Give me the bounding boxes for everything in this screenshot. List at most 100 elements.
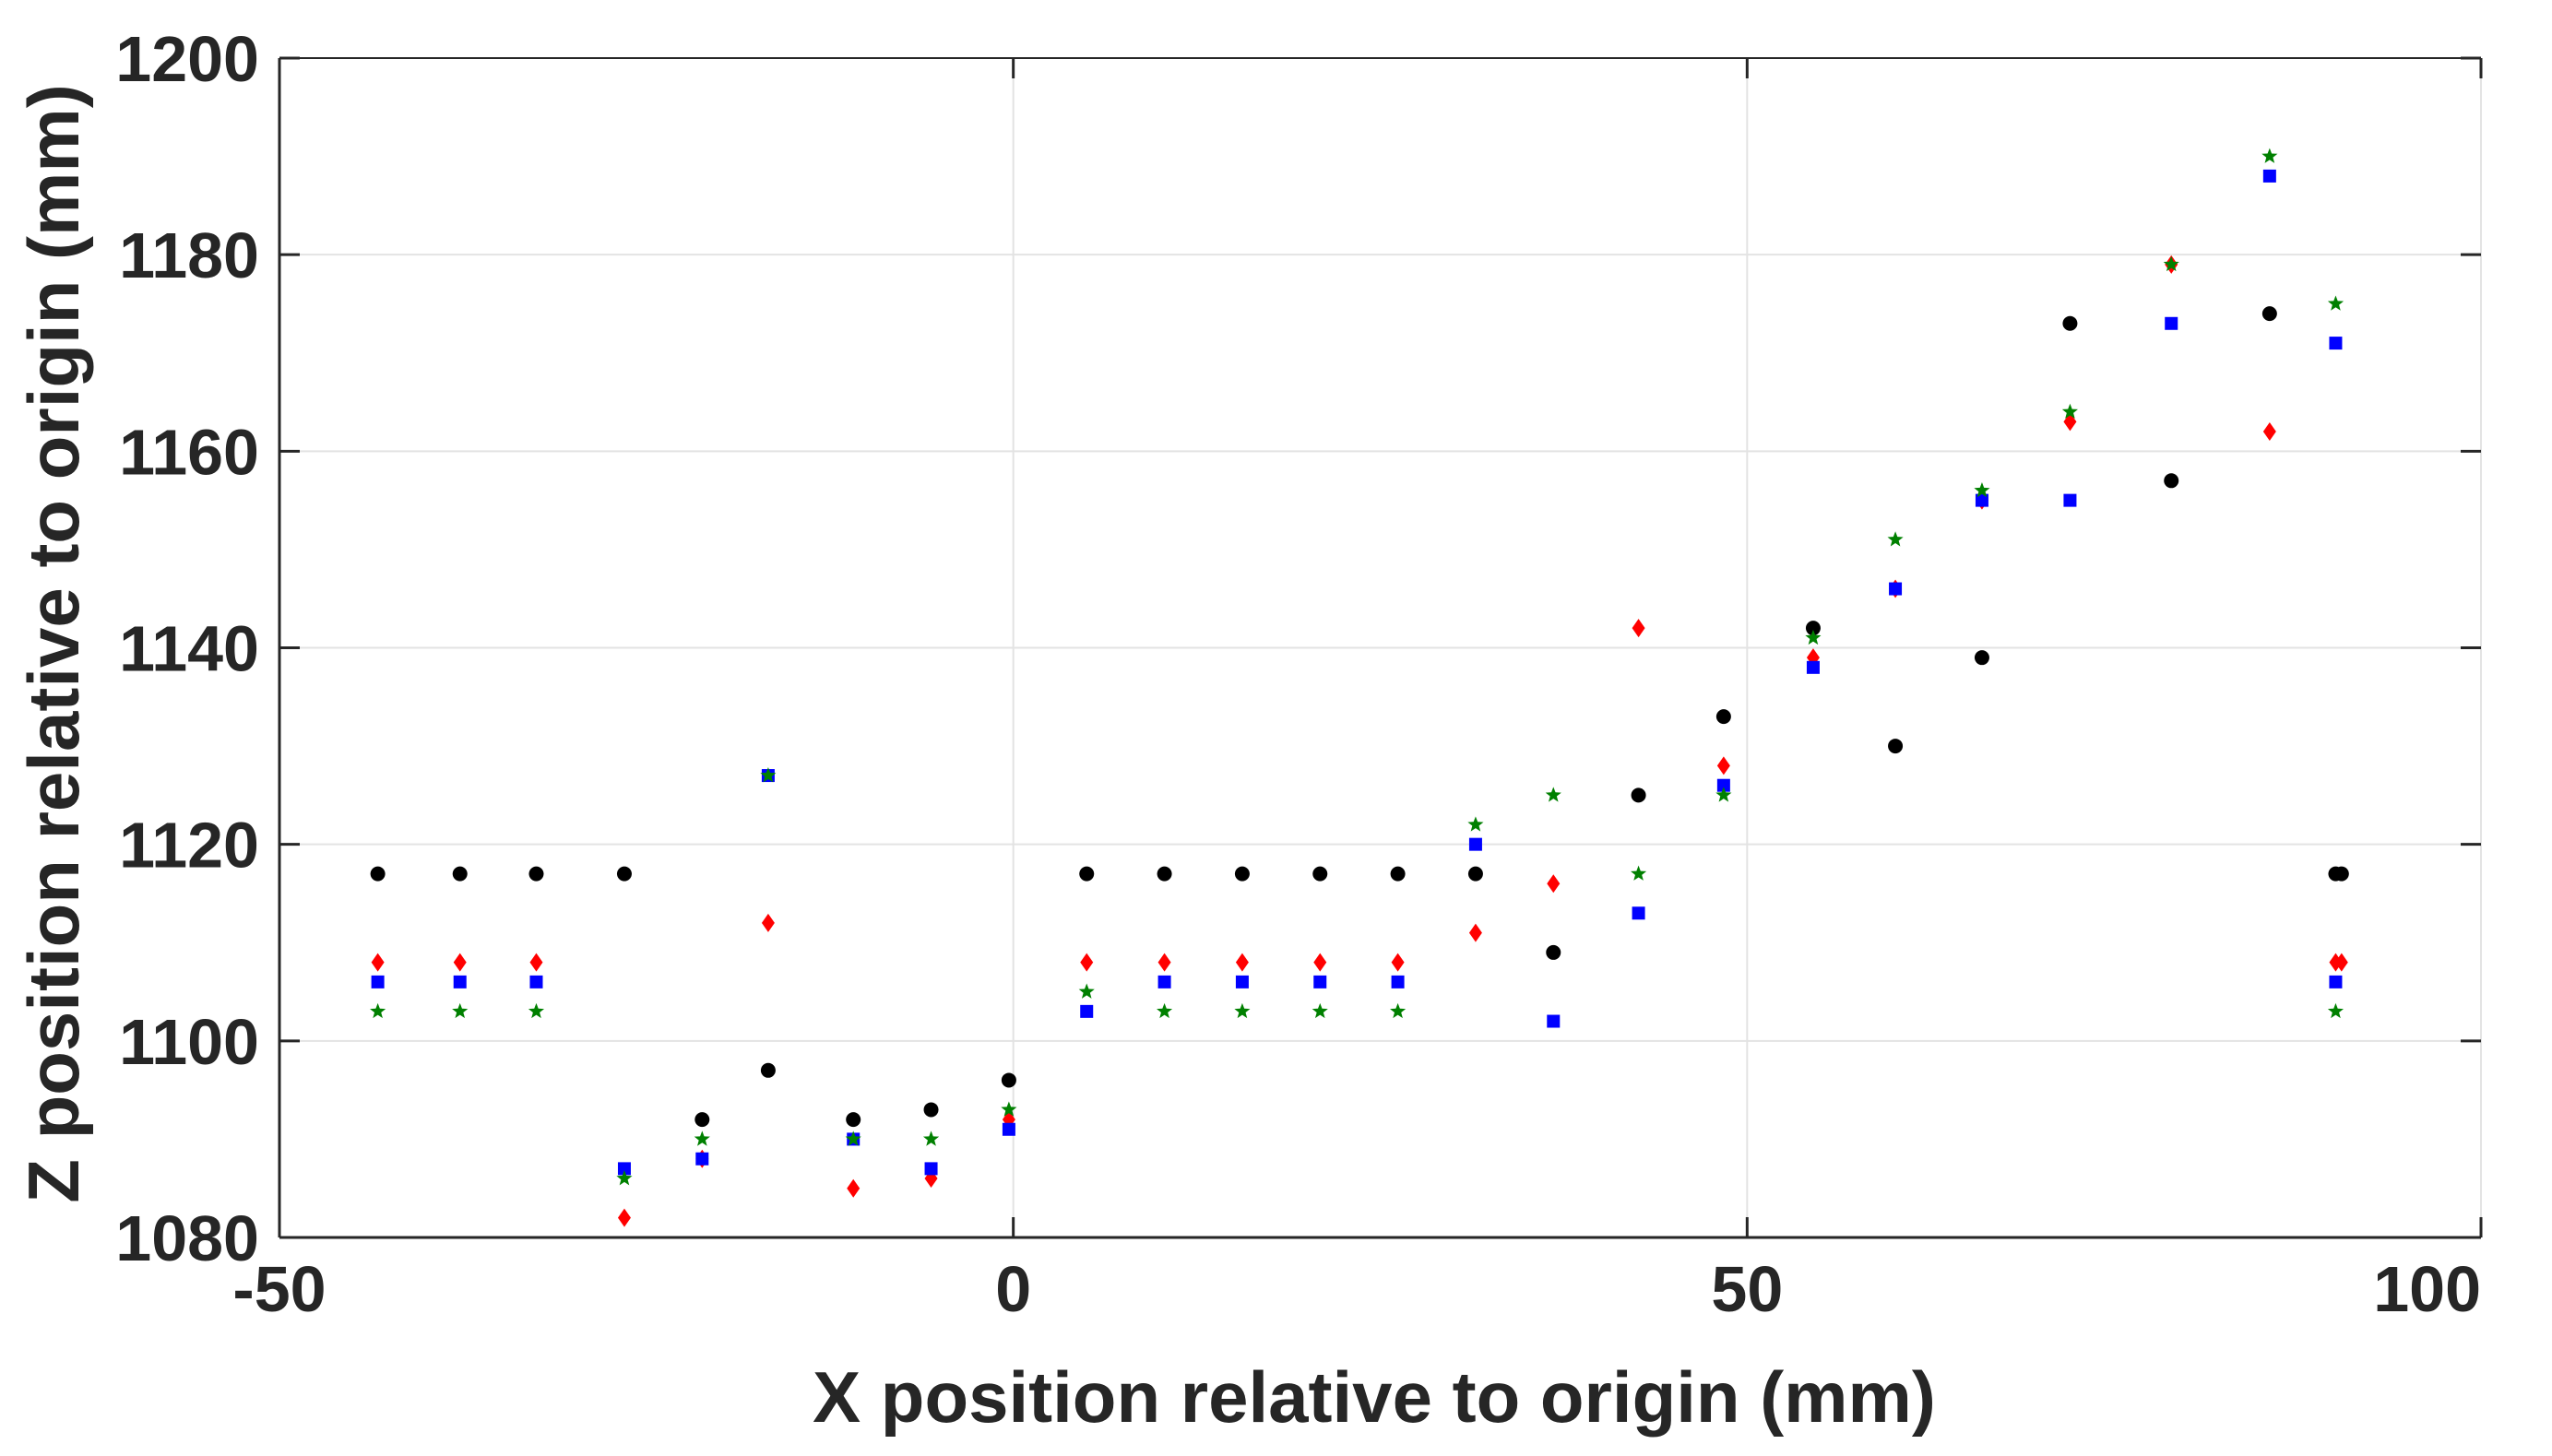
data-point-square (617, 1162, 631, 1176)
data-point-circle (694, 1112, 710, 1128)
data-point-circle (528, 866, 544, 882)
data-point-diamond (1547, 874, 1561, 894)
data-point-diamond (371, 953, 385, 972)
data-point-diamond (2262, 422, 2276, 442)
data-point-diamond (1080, 953, 1094, 972)
data-point-diamond (617, 1208, 631, 1227)
y-tick-label: 1120 (119, 810, 259, 882)
data-point-square (2063, 493, 2077, 507)
data-point-star (2163, 255, 2179, 272)
data-point-star (2061, 403, 2078, 419)
data-points (370, 148, 2349, 1227)
data-point-star (452, 1002, 469, 1019)
data-point-star (1545, 787, 1561, 802)
data-point-star (1715, 787, 1732, 802)
y-tick-label: 1160 (119, 416, 259, 488)
data-point-star (1887, 531, 1904, 547)
x-tick-label: 0 (995, 1253, 1031, 1325)
data-point-square (2262, 169, 2276, 183)
data-point-diamond (1632, 619, 1645, 638)
data-point-circle (2261, 306, 2277, 322)
data-point-circle (846, 1112, 861, 1128)
data-point-star (694, 1130, 710, 1146)
data-point-star (922, 1130, 940, 1146)
data-point-circle (1001, 1072, 1016, 1088)
data-point-circle (1467, 866, 1483, 882)
data-point-square (1975, 493, 1988, 507)
data-point-star (370, 1002, 386, 1019)
data-point-diamond (847, 1178, 861, 1198)
data-point-diamond (1313, 953, 1327, 972)
data-point-circle (370, 866, 386, 882)
data-point-diamond (1157, 953, 1171, 972)
y-tick-label: 1080 (115, 1202, 259, 1274)
grid-layer (279, 57, 2482, 1238)
y-tick-label: 1200 (115, 23, 259, 95)
data-point-square (1806, 660, 1820, 674)
data-point-diamond (2334, 953, 2348, 972)
x-tick-label: 100 (2373, 1253, 2481, 1325)
data-point-star (1001, 1101, 1017, 1117)
data-point-circle (2062, 315, 2078, 331)
data-point-circle (1390, 866, 1406, 882)
data-point-square (1468, 837, 1482, 851)
y-tick-label: 1100 (119, 1006, 259, 1078)
data-point-diamond (1391, 953, 1405, 972)
data-point-star (1234, 1002, 1251, 1019)
data-point-square (1716, 778, 1730, 792)
data-point-diamond (529, 953, 543, 972)
data-point-square (1889, 582, 1903, 596)
y-tick-label: 1180 (119, 219, 259, 291)
x-tick-label: 50 (1711, 1253, 1783, 1325)
data-point-star (1631, 865, 1647, 881)
x-axis-title: X position relative to origin (mm) (813, 1356, 1936, 1438)
data-point-star (760, 767, 777, 783)
data-point-square (1313, 975, 1327, 988)
data-point-square (1235, 975, 1249, 988)
data-point-star (1974, 481, 1990, 498)
data-point-square (1632, 906, 1645, 920)
data-point-square (1547, 1014, 1561, 1028)
data-point-star (1157, 1002, 1173, 1019)
data-point-diamond (453, 953, 467, 972)
data-point-square (1391, 975, 1405, 988)
data-point-star (2327, 1002, 2344, 1019)
data-point-circle (452, 866, 468, 882)
data-point-square (924, 1162, 938, 1176)
axes-layer (278, 56, 2483, 1239)
data-point-star (2261, 148, 2278, 163)
data-point-star (1805, 629, 1822, 645)
data-point-circle (1234, 866, 1250, 882)
data-point-star (528, 1002, 545, 1019)
y-axis-title: Z position relative to origin (mm) (13, 84, 94, 1202)
data-point-circle (1079, 866, 1095, 882)
data-point-circle (1974, 650, 1989, 666)
data-point-square (2329, 975, 2343, 988)
data-point-circle (1312, 866, 1328, 882)
x-tick-label: -50 (232, 1253, 326, 1325)
data-point-circle (923, 1102, 939, 1118)
data-point-circle (2164, 473, 2179, 489)
data-point-circle (1715, 709, 1731, 725)
data-point-star (2327, 295, 2344, 311)
data-point-square (529, 975, 543, 988)
data-point-circle (760, 1062, 776, 1078)
data-point-circle (616, 866, 632, 882)
data-point-star (1390, 1002, 1407, 1019)
data-point-diamond (1235, 953, 1249, 972)
data-point-square (1080, 1004, 1094, 1018)
data-point-star (845, 1130, 861, 1146)
data-point-circle (1805, 621, 1821, 636)
data-point-star (1078, 983, 1095, 999)
data-point-square (371, 975, 385, 988)
data-point-square (2165, 316, 2178, 330)
data-point-diamond (761, 913, 775, 932)
data-point-square (1157, 975, 1171, 988)
data-point-circle (1631, 787, 1646, 803)
data-point-square (2329, 337, 2343, 350)
data-point-circle (2333, 866, 2349, 882)
data-point-circle (1546, 944, 1561, 960)
y-tick-label: 1140 (119, 613, 259, 685)
data-point-star (1467, 816, 1484, 832)
